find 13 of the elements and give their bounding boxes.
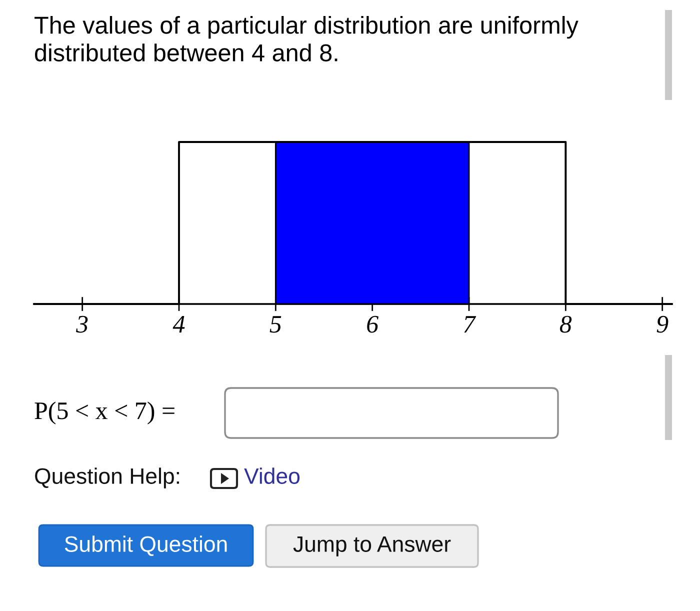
x-tick-label: 9: [656, 316, 668, 333]
text: Video: [244, 468, 300, 484]
text: Jump to Answer: [293, 536, 451, 556]
x-tick-label: 4: [172, 316, 185, 332]
x-tick-label: 6: [367, 316, 378, 333]
x-tick-label: 7: [464, 316, 476, 332]
x-tick-label: 5: [270, 316, 282, 333]
x-tick-label: 8: [560, 316, 572, 333]
text: Submit Question: [64, 536, 227, 556]
text: Question Help:: [35, 468, 179, 488]
text: P(5 < x < 7) =: [34, 402, 174, 424]
x-tick-label: 3: [76, 316, 88, 333]
chart-title: The values of a particular distribution are uniformly distributed between 4 and 8.: [34, 16, 578, 62]
